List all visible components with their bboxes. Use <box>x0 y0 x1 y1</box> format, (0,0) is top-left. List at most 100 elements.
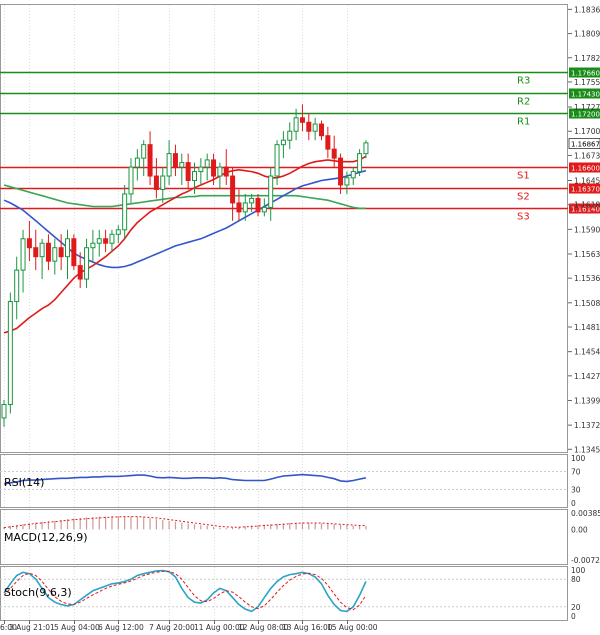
candle-body <box>306 121 312 132</box>
current-price-tag: 1.16867 <box>571 141 600 149</box>
candle-body <box>71 238 77 267</box>
candle-body <box>287 130 293 141</box>
current-price-tag-bg <box>568 138 600 149</box>
candle <box>45 234 51 271</box>
price-tick-label: 1.16180 <box>574 201 600 210</box>
level-label-r3: R3 <box>517 76 530 87</box>
time-tick-label: 6 Aug 12:00 <box>98 623 144 632</box>
time-tick-label: 15 Aug 00:00 <box>327 623 378 632</box>
candle <box>71 234 77 271</box>
candle-body <box>236 202 242 213</box>
candle-body <box>84 247 90 280</box>
candle <box>179 153 185 185</box>
price-tick-label: 1.17000 <box>574 127 600 136</box>
time-tick-label: 6:00 <box>0 623 17 632</box>
stoch-label: Stoch(9,6,3) <box>4 586 72 599</box>
candle <box>274 140 280 185</box>
candle-body <box>280 139 286 146</box>
candle <box>255 193 261 217</box>
candle <box>204 153 210 181</box>
rsi-line <box>3 473 367 485</box>
price-tick-label: 1.16450 <box>574 177 600 186</box>
candle <box>357 149 363 177</box>
ma-slow-line <box>3 184 366 210</box>
stoch-tick-label: 100 <box>571 566 586 575</box>
candle-body <box>128 166 134 195</box>
candle <box>268 167 274 221</box>
price-tick-label: 1.14540 <box>574 348 600 357</box>
rsi-label: RSI(14) <box>4 476 44 489</box>
time-tick-label: 5 Aug 04:00 <box>54 623 100 632</box>
candle <box>58 234 64 271</box>
price-tick-label: 1.13450 <box>574 445 600 454</box>
level-label-s2: S2 <box>517 192 530 203</box>
candle <box>147 131 153 185</box>
candle <box>39 238 45 280</box>
candle <box>1 400 7 427</box>
candle-body <box>1 404 7 419</box>
candle-body <box>204 159 210 168</box>
level-tag-bg <box>569 88 600 99</box>
candle-body <box>198 166 204 173</box>
candle-body <box>134 157 140 168</box>
candle-body <box>185 162 191 182</box>
stoch-tick-label: 80 <box>571 575 581 584</box>
pane-frame-macd <box>0 509 568 565</box>
rsi-tick-label: 30 <box>571 486 581 495</box>
time-tick-label: 7 Aug 20:00 <box>149 623 195 632</box>
pane-frame-rsi <box>0 454 568 508</box>
level-label-r2: R2 <box>517 97 530 108</box>
candle <box>363 140 369 159</box>
candle-body <box>172 153 178 168</box>
candle <box>293 108 299 141</box>
rsi-tick-label: 70 <box>571 468 581 477</box>
candle <box>217 162 223 190</box>
stoch-tick-label: 0 <box>571 612 576 621</box>
candle-body <box>331 148 337 159</box>
level-label-s3: S3 <box>517 212 530 223</box>
rsi-tick-label: 0 <box>571 499 576 508</box>
candle-body <box>122 193 128 231</box>
level-tag-s2: 1.16370 <box>571 186 600 194</box>
candle-body <box>350 171 356 179</box>
candle-body <box>179 162 185 168</box>
candle-body <box>14 269 20 302</box>
price-tick-label: 1.13720 <box>574 421 600 430</box>
candle <box>166 140 172 185</box>
candle <box>198 158 204 185</box>
candle <box>312 117 318 141</box>
level-tag-s1: 1.16600 <box>571 165 600 173</box>
price-tick-label: 1.18090 <box>574 30 600 39</box>
level-tag-bg <box>569 108 600 119</box>
candle <box>26 220 32 262</box>
candle <box>128 158 134 203</box>
candle-body <box>211 159 217 177</box>
level-tag-r3: 1.17660 <box>571 70 600 78</box>
candle <box>141 140 147 177</box>
candle <box>299 104 305 132</box>
ma-mid-line <box>3 169 367 269</box>
candle-body <box>96 238 102 244</box>
price-tick-label: 1.17550 <box>574 78 600 87</box>
candle-body <box>192 171 197 182</box>
level-label-r1: R1 <box>517 117 530 128</box>
level-tag-r2: 1.17430 <box>571 91 600 99</box>
candle-body <box>293 117 299 132</box>
candle <box>230 167 236 221</box>
candle-body <box>274 144 280 177</box>
candle <box>319 120 324 141</box>
candle-body <box>109 233 115 244</box>
price-tick-label: 1.14270 <box>574 372 600 381</box>
stoch-signal-line <box>3 570 367 611</box>
candle-body <box>45 242 51 262</box>
candle-body <box>217 166 223 177</box>
rsi-tick-label: 100 <box>571 454 586 463</box>
candle-body <box>363 142 369 155</box>
candle <box>153 158 159 199</box>
candle <box>211 153 217 185</box>
candle <box>109 229 115 253</box>
candle-body <box>312 123 318 132</box>
time-tick-label: 3 Aug 21:01 <box>9 623 55 632</box>
candle-body <box>166 153 172 177</box>
pane-frame-stoch <box>0 566 568 621</box>
